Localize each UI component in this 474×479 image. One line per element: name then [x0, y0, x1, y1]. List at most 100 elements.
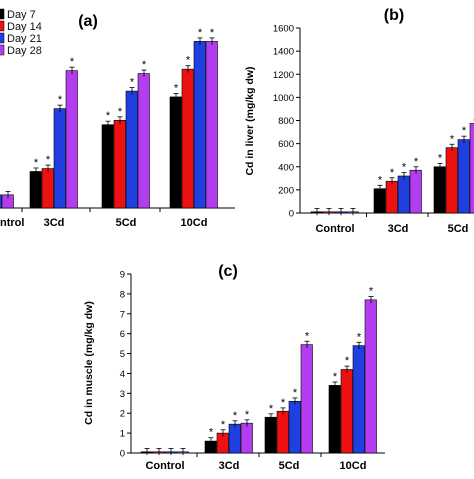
- significance-star: *: [345, 355, 350, 367]
- significance-star: *: [233, 410, 238, 422]
- y-tick-label: 1600: [273, 24, 294, 35]
- legend-swatch: [0, 9, 4, 19]
- bar-day-7: [30, 171, 42, 208]
- y-tick-label: 1200: [273, 70, 294, 81]
- significance-star: *: [210, 27, 215, 39]
- significance-star: *: [333, 371, 338, 383]
- legend-label: Day 7: [7, 9, 36, 21]
- y-tick-label: 6: [120, 329, 125, 340]
- category-label: Control: [145, 460, 184, 472]
- significance-star: *: [293, 387, 298, 399]
- y-tick-label: 1: [120, 429, 125, 440]
- bar-day-28: [206, 41, 218, 208]
- legend-label: Day 14: [7, 21, 42, 33]
- category-label: 3Cd: [44, 217, 65, 229]
- bar-day-21: [126, 91, 138, 208]
- significance-star: *: [245, 409, 250, 421]
- bar-day-21: [353, 346, 365, 453]
- legend-swatch: [0, 21, 4, 31]
- y-tick-label: 1400: [273, 47, 294, 58]
- legend-label: Day 21: [7, 33, 42, 45]
- legend-swatch: [0, 45, 4, 55]
- y-tick-label: 3: [120, 389, 125, 400]
- category-label: ntrol: [0, 217, 24, 229]
- significance-star: *: [462, 125, 467, 137]
- bar-day-7: [374, 189, 386, 213]
- bar-day-28: [365, 300, 377, 453]
- category-label: 5Cd: [448, 223, 469, 235]
- bar-day-28: [301, 345, 313, 453]
- bar-day-7: [170, 97, 182, 208]
- significance-star: *: [118, 106, 123, 118]
- bar-day-14: [446, 148, 458, 213]
- bar-day-7: [265, 417, 277, 453]
- y-tick-label: 0: [120, 449, 125, 460]
- bar-day-21: [54, 109, 66, 208]
- bar-day-21: [229, 424, 241, 453]
- significance-star: *: [450, 133, 455, 145]
- category-label: 10Cd: [181, 217, 208, 229]
- y-tick-label: 2: [120, 409, 125, 420]
- y-tick-label: 0: [289, 209, 294, 220]
- significance-star: *: [142, 59, 147, 71]
- y-tick-label: 4: [120, 369, 125, 380]
- significance-star: *: [414, 156, 419, 168]
- category-label: 3Cd: [388, 223, 409, 235]
- bar-day-7: [434, 167, 446, 213]
- bar-day-14: [277, 411, 289, 453]
- y-tick-label: 400: [278, 162, 294, 173]
- y-tick-label: 200: [278, 185, 294, 196]
- bar-day-21: [194, 41, 206, 208]
- legend-swatch: [0, 33, 4, 43]
- bar-day-28: [410, 170, 422, 213]
- significance-star: *: [269, 403, 274, 415]
- significance-star: *: [281, 397, 286, 409]
- bar-day-14: [341, 369, 353, 453]
- legend-label: Day 28: [7, 45, 42, 57]
- significance-star: *: [305, 330, 310, 342]
- significance-star: *: [174, 82, 179, 94]
- significance-star: *: [390, 167, 395, 179]
- significance-star: *: [46, 154, 51, 166]
- significance-star: *: [209, 427, 214, 439]
- bar-day-28: [138, 74, 150, 208]
- significance-star: *: [221, 419, 226, 431]
- category-label: 5Cd: [116, 217, 137, 229]
- bar-day-7: [329, 385, 341, 453]
- significance-star: *: [402, 162, 407, 174]
- significance-star: *: [70, 56, 75, 68]
- category-label: 5Cd: [279, 460, 300, 472]
- bar-day-21: [458, 140, 470, 213]
- y-tick-label: 1000: [273, 93, 294, 104]
- significance-star: *: [186, 55, 191, 67]
- bar-day-28: [470, 123, 474, 213]
- significance-star: *: [106, 110, 111, 122]
- category-label: 10Cd: [340, 460, 367, 472]
- y-axis-label: Cd in liver (mg/kg dw): [244, 66, 256, 175]
- panel-tag: (c): [218, 263, 238, 280]
- bar-day-7: [102, 125, 114, 208]
- category-label: Control: [315, 223, 354, 235]
- significance-star: *: [34, 157, 39, 169]
- panel-tag: (b): [384, 7, 404, 24]
- bar-day-14: [42, 169, 54, 208]
- bar-day-21: [0, 195, 2, 208]
- chart-panel-b: 0 200 400 600 800 1000 1200 1400 1600 Cd in liver…: [244, 7, 474, 235]
- y-tick-label: 7: [120, 309, 125, 320]
- significance-star: *: [198, 27, 203, 39]
- bar-day-14: [182, 69, 194, 208]
- y-tick-label: 600: [278, 139, 294, 150]
- bar-day-21: [289, 401, 301, 453]
- y-tick-label: 800: [278, 116, 294, 127]
- y-tick-label: 5: [120, 349, 125, 360]
- significance-star: *: [58, 94, 63, 106]
- bar-day-14: [114, 120, 126, 208]
- significance-star: *: [369, 286, 374, 298]
- significance-star: *: [378, 174, 383, 186]
- y-axis-label: Cd in muscle (mg/kg dw): [83, 301, 95, 425]
- significance-star: *: [130, 77, 135, 89]
